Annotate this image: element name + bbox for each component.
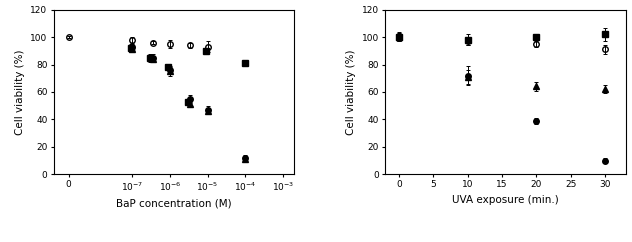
Y-axis label: Cell viability (%): Cell viability (%) [346, 49, 356, 135]
X-axis label: UVA exposure (min.): UVA exposure (min.) [452, 195, 559, 205]
X-axis label: BaP concentration (M): BaP concentration (M) [116, 198, 232, 208]
Y-axis label: Cell viability (%): Cell viability (%) [15, 49, 25, 135]
